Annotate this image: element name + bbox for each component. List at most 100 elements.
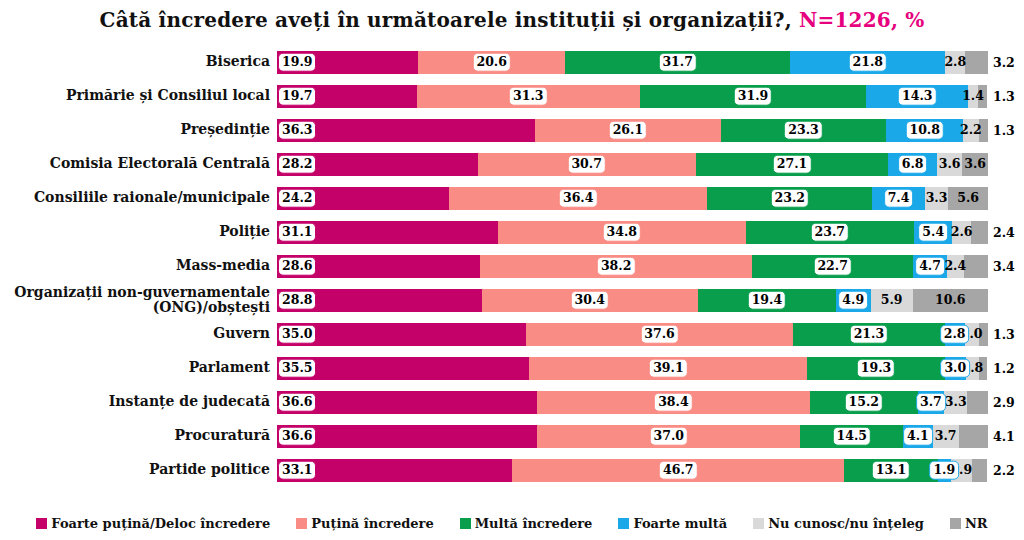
bar-segment-little: 34.8 <box>498 221 745 244</box>
category-label: Partide politice <box>0 462 277 477</box>
nr-outside-label: 3.2 <box>993 55 1015 70</box>
bar-track: 31.134.823.75.42.6 <box>277 221 988 244</box>
category-label: Organizații non-guvernamentale (ONG)/obș… <box>0 285 277 315</box>
bar-segment-nr <box>959 425 988 448</box>
segment-value-label: 31.3 <box>509 87 547 106</box>
segment-value-label: 3.7 <box>935 428 957 444</box>
legend-label: Nu cunosc/nu înțeleg <box>768 516 924 531</box>
bar-segment-dont-know: 3.7 <box>933 425 959 448</box>
bar-segment-dont-know: 2.4 <box>947 255 964 278</box>
segment-value-label: 24.2 <box>278 189 316 208</box>
segment-value-label: 33.1 <box>278 461 316 480</box>
segment-value-label: 35.5 <box>278 359 316 378</box>
bar-segment-much: 14.5 <box>800 425 903 448</box>
bar-track: 28.830.419.44.95.910.6 <box>277 289 988 312</box>
segment-value-label: 31.9 <box>734 87 772 106</box>
segment-value-label: 3.7 <box>916 393 946 412</box>
bar-segment-very-much: 4.7 <box>913 255 946 278</box>
bar-segment-very-little: 24.2 <box>277 187 449 210</box>
segment-value-label: 3.3 <box>926 190 948 206</box>
bar-segment-nr: 10.6 <box>913 289 988 312</box>
category-label: Parlament <box>0 360 277 375</box>
chart-row: Biserica19.920.631.721.82.83.2 <box>0 45 1024 79</box>
bar-track: 24.236.423.27.43.35.6 <box>277 187 988 210</box>
legend-item: Foarte multă <box>618 516 727 531</box>
legend-swatch-very-little-icon <box>36 518 47 529</box>
segment-value-label: 36.6 <box>278 427 316 446</box>
bar-segment-very-much: 3.0 <box>945 357 966 380</box>
segment-value-label: 1.9 <box>929 461 959 480</box>
segment-value-label: 1.4 <box>962 88 984 104</box>
bar-segment-very-little: 35.0 <box>277 323 526 346</box>
bar-segment-much: 15.2 <box>810 391 918 414</box>
bar-segment-very-much: 14.3 <box>866 85 968 108</box>
bar-track: 36.6 38.415.23.73.3 <box>277 391 988 414</box>
category-label: Procuratură <box>0 428 277 443</box>
bar-segment-much: 22.7 <box>752 255 913 278</box>
segment-value-label: 14.3 <box>898 87 936 106</box>
bar-segment-little: 30.7 <box>478 153 696 176</box>
segment-value-label: 37.6 <box>640 325 678 344</box>
nr-outside-label: 2.4 <box>993 225 1015 240</box>
segment-value-label: 13.1 <box>872 461 910 480</box>
bar-segment-very-much: 3.7 <box>918 391 944 414</box>
segment-value-label: 31.7 <box>658 53 696 72</box>
bar-segment-very-much: 5.4 <box>914 221 952 244</box>
nr-outside-label: 2.9 <box>993 395 1015 410</box>
bar-segment-little: 26.1 <box>535 119 721 142</box>
segment-value-label: 21.8 <box>849 53 887 72</box>
chart-row: Poliție31.134.823.75.42.62.4 <box>0 215 1024 249</box>
bar-segment-much: 27.1 <box>696 153 889 176</box>
legend-swatch-dont-know-icon <box>753 518 764 529</box>
bar-segment-very-much: 2.8 <box>945 323 965 346</box>
nr-outside-label: 3.4 <box>993 259 1015 274</box>
segment-value-label: 23.2 <box>771 189 809 208</box>
bar-segment-very-little: 35.5 <box>277 357 529 380</box>
bar-segment-dont-know: 3.3 <box>944 391 967 414</box>
bar-segment-dont-know: 2.2 <box>963 119 979 142</box>
bar-segment-dont-know: 2.6 <box>952 221 970 244</box>
segment-value-label: 34.8 <box>603 223 641 242</box>
chart-row: Partide politice33.146.713.11.92.92.2 <box>0 453 1024 487</box>
bar-segment-very-much: 1.9 <box>938 459 952 482</box>
segment-value-label: 23.7 <box>811 223 849 242</box>
segment-value-label: 27.1 <box>773 155 811 174</box>
segment-value-label: 36.3 <box>278 121 316 140</box>
bar-segment-much: 23.3 <box>721 119 887 142</box>
segment-value-label: 21.3 <box>850 325 888 344</box>
segment-value-label: 2.4 <box>944 258 966 274</box>
category-label: Poliție <box>0 224 277 239</box>
segment-value-label: 36.6 <box>278 393 316 412</box>
bar-segment-very-little: 36.6 <box>277 425 537 448</box>
bar-segment-very-much: 10.8 <box>886 119 963 142</box>
bar-segment-very-little: 28.2 <box>277 153 478 176</box>
segment-value-label: 5.9 <box>881 292 903 308</box>
category-label: Mass-media <box>0 258 277 273</box>
segment-value-label: 46.7 <box>659 461 697 480</box>
legend-item: Nu cunosc/nu înțeleg <box>753 516 924 531</box>
legend-item: NR <box>950 516 988 531</box>
category-label: Consiliile raionale/municipale <box>0 190 277 205</box>
bar-segment-much: 19.3 <box>807 357 944 380</box>
legend-item: Foarte puțină/Deloc încredere <box>36 516 270 531</box>
segment-value-label: 5.4 <box>918 223 948 242</box>
bar-segment-little: 38.4 <box>537 391 810 414</box>
nr-outside-label: 1.3 <box>993 89 1015 104</box>
segment-value-label: 2.6 <box>951 224 973 240</box>
bar-segment-dont-know: 2.8 <box>945 51 965 74</box>
segment-value-label: 35.0 <box>278 325 316 344</box>
segment-value-label: 2.2 <box>960 122 982 138</box>
bar-segment-much: 23.2 <box>707 187 872 210</box>
legend-item: Puțină încredere <box>296 516 433 531</box>
bar-segment-very-much: 4.1 <box>903 425 932 448</box>
bar-segment-little: 38.2 <box>480 255 752 278</box>
legend-label: Foarte multă <box>633 516 727 531</box>
category-label: Comisia Electorală Centrală <box>0 156 277 171</box>
bar-segment-little: 39.1 <box>529 357 807 380</box>
bar-segment-nr <box>967 391 988 414</box>
segment-value-label: 20.6 <box>472 53 510 72</box>
segment-value-label: 4.1 <box>903 427 933 446</box>
chart-row: Instanțe de judecată36.638.415.23.73.32.… <box>0 385 1024 419</box>
legend-swatch-much-icon <box>460 518 471 529</box>
chart-row: Comisia Electorală Centrală28.230.727.16… <box>0 147 1024 181</box>
